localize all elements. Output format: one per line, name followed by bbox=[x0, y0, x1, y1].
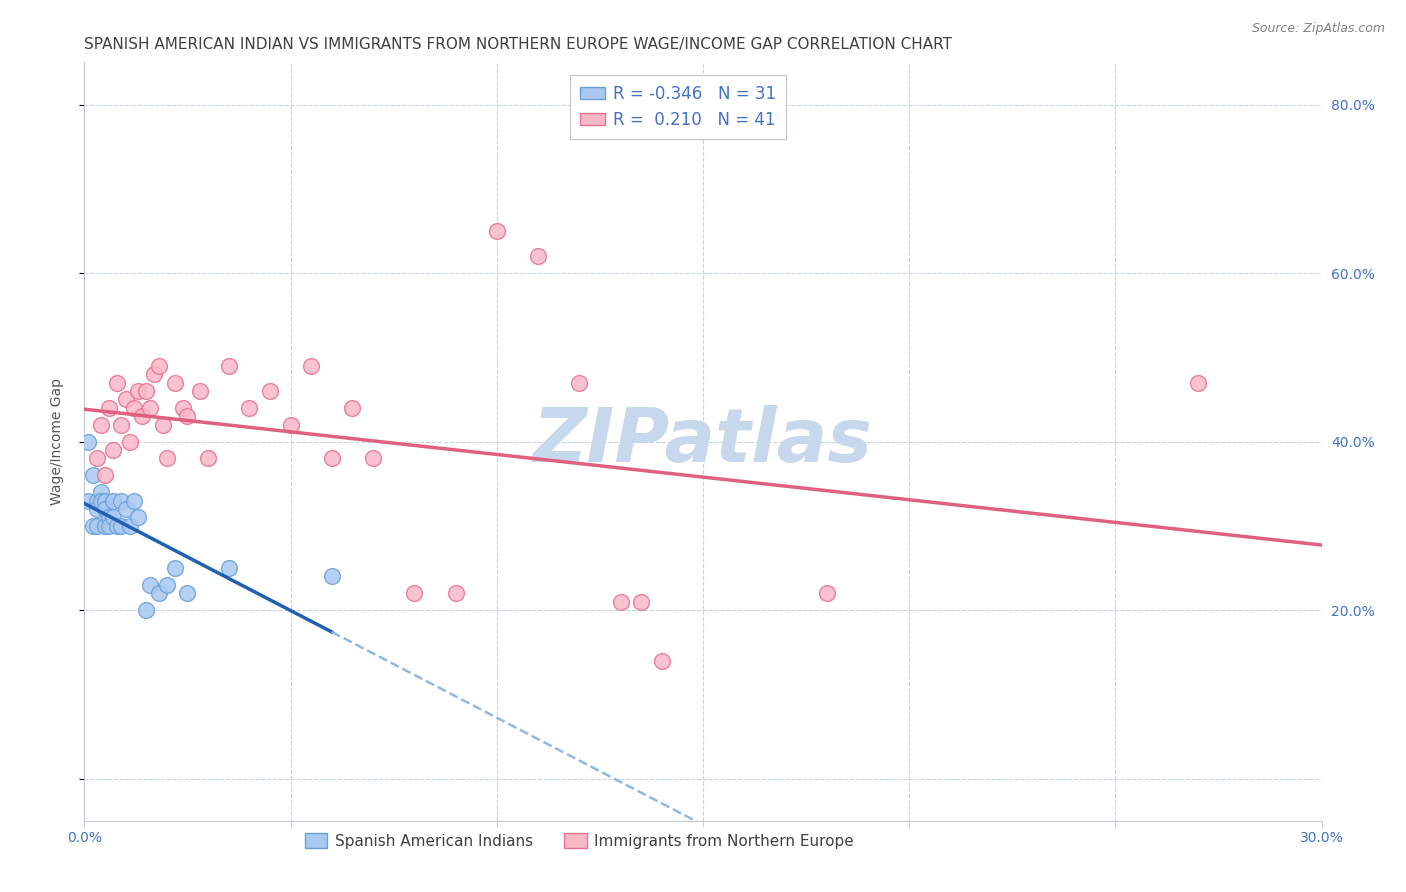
Point bbox=[444, 586, 467, 600]
Point bbox=[103, 510, 125, 524]
Point bbox=[148, 586, 170, 600]
Point bbox=[90, 485, 112, 500]
Point bbox=[103, 493, 125, 508]
Point bbox=[110, 493, 132, 508]
Point bbox=[94, 493, 117, 508]
Point bbox=[139, 578, 162, 592]
Point bbox=[82, 518, 104, 533]
Point bbox=[86, 493, 108, 508]
Point bbox=[82, 468, 104, 483]
Point bbox=[485, 224, 508, 238]
Point bbox=[77, 493, 100, 508]
Point bbox=[609, 594, 631, 608]
Point bbox=[143, 367, 166, 381]
Point bbox=[218, 359, 240, 373]
Point bbox=[118, 518, 141, 533]
Point bbox=[135, 603, 157, 617]
Point bbox=[110, 518, 132, 533]
Point bbox=[404, 586, 426, 600]
Point bbox=[172, 401, 194, 415]
Text: Source: ZipAtlas.com: Source: ZipAtlas.com bbox=[1251, 22, 1385, 36]
Point bbox=[156, 578, 179, 592]
Text: ZIPatlas: ZIPatlas bbox=[533, 405, 873, 478]
Point bbox=[165, 376, 187, 390]
Point bbox=[98, 401, 121, 415]
Point bbox=[110, 417, 132, 432]
Point bbox=[259, 384, 281, 398]
Point bbox=[342, 401, 364, 415]
Point bbox=[94, 518, 117, 533]
Point bbox=[135, 384, 157, 398]
Point bbox=[188, 384, 211, 398]
Point bbox=[156, 451, 179, 466]
Point bbox=[114, 392, 136, 407]
Point bbox=[630, 594, 652, 608]
Point bbox=[280, 417, 302, 432]
Point bbox=[321, 569, 343, 583]
Point bbox=[118, 434, 141, 449]
Point bbox=[86, 451, 108, 466]
Point bbox=[148, 359, 170, 373]
Point bbox=[103, 442, 125, 457]
Point bbox=[131, 409, 153, 424]
Point bbox=[77, 434, 100, 449]
Point bbox=[361, 451, 384, 466]
Point bbox=[114, 502, 136, 516]
Point bbox=[165, 561, 187, 575]
Point bbox=[98, 510, 121, 524]
Point bbox=[122, 401, 145, 415]
Point bbox=[218, 561, 240, 575]
Point bbox=[299, 359, 322, 373]
Point bbox=[651, 654, 673, 668]
Point bbox=[105, 518, 128, 533]
Point bbox=[238, 401, 260, 415]
Point bbox=[527, 249, 550, 263]
Point bbox=[176, 409, 198, 424]
Legend: Spanish American Indians, Immigrants from Northern Europe: Spanish American Indians, Immigrants fro… bbox=[298, 827, 860, 855]
Point bbox=[86, 518, 108, 533]
Point bbox=[197, 451, 219, 466]
Point bbox=[127, 384, 149, 398]
Point bbox=[122, 493, 145, 508]
Point bbox=[815, 586, 838, 600]
Point bbox=[127, 510, 149, 524]
Text: SPANISH AMERICAN INDIAN VS IMMIGRANTS FROM NORTHERN EUROPE WAGE/INCOME GAP CORRE: SPANISH AMERICAN INDIAN VS IMMIGRANTS FR… bbox=[84, 37, 952, 52]
Point bbox=[139, 401, 162, 415]
Y-axis label: Wage/Income Gap: Wage/Income Gap bbox=[49, 378, 63, 505]
Point bbox=[98, 518, 121, 533]
Point bbox=[90, 417, 112, 432]
Point bbox=[152, 417, 174, 432]
Point bbox=[94, 468, 117, 483]
Point bbox=[568, 376, 591, 390]
Point bbox=[94, 502, 117, 516]
Point bbox=[1187, 376, 1209, 390]
Point bbox=[105, 376, 128, 390]
Point bbox=[86, 502, 108, 516]
Point bbox=[321, 451, 343, 466]
Point bbox=[90, 493, 112, 508]
Point bbox=[176, 586, 198, 600]
